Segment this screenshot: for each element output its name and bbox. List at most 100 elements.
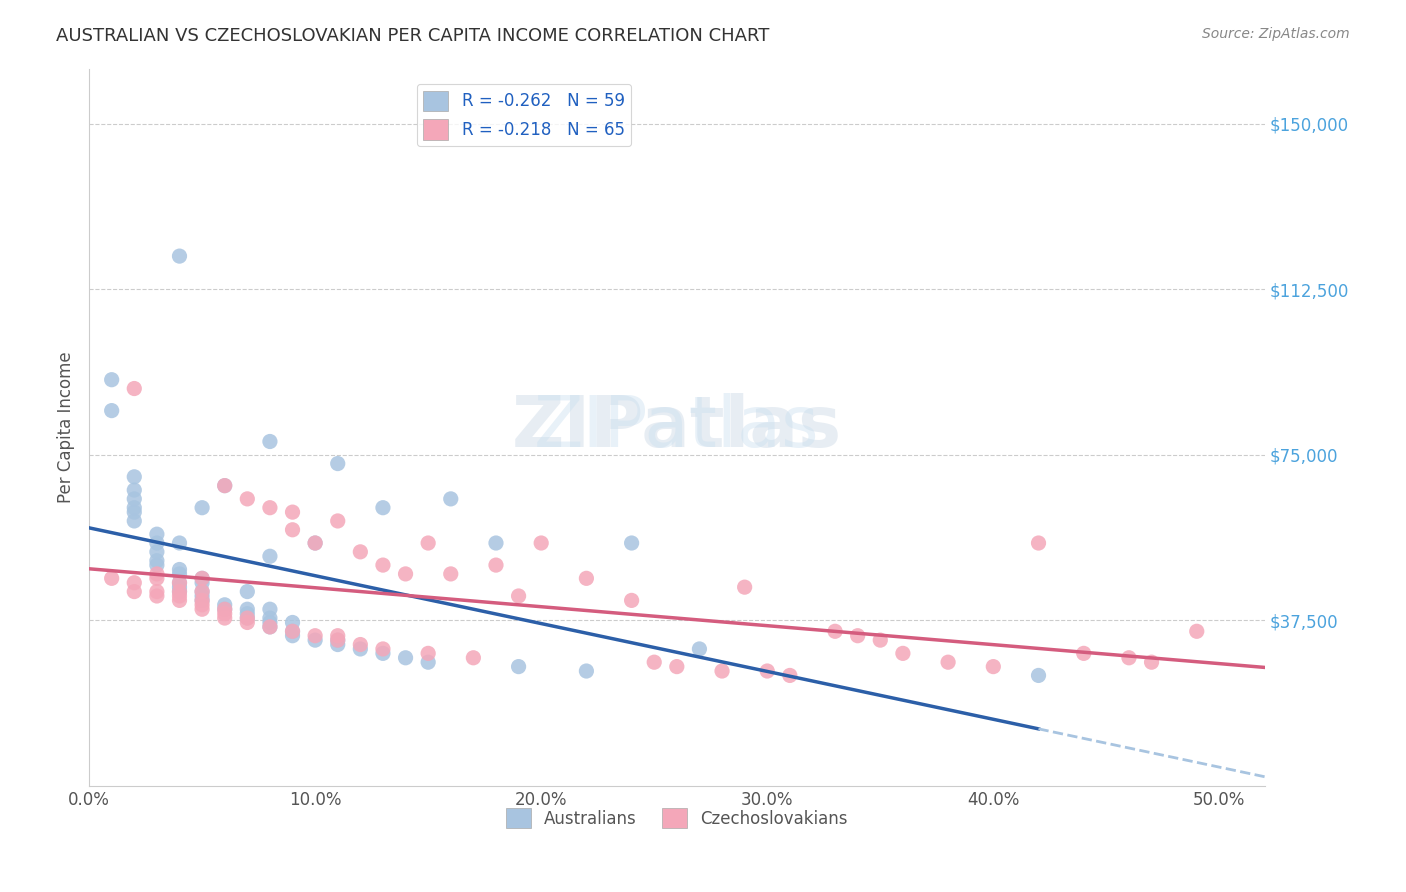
Point bbox=[281, 629, 304, 643]
Point bbox=[463, 650, 485, 665]
Point bbox=[146, 571, 169, 585]
Point bbox=[418, 646, 440, 660]
Point bbox=[214, 607, 236, 621]
Point bbox=[191, 593, 214, 607]
Point bbox=[508, 589, 530, 603]
Point bbox=[259, 602, 281, 616]
Point bbox=[236, 491, 259, 506]
Point bbox=[349, 545, 371, 559]
Point bbox=[281, 615, 304, 630]
Point bbox=[124, 500, 146, 515]
Point bbox=[418, 536, 440, 550]
Point bbox=[124, 470, 146, 484]
Point bbox=[191, 571, 214, 585]
Point bbox=[146, 545, 169, 559]
Point bbox=[146, 558, 169, 573]
Point bbox=[281, 505, 304, 519]
Point bbox=[259, 620, 281, 634]
Point bbox=[326, 633, 349, 648]
Point bbox=[259, 549, 281, 564]
Point bbox=[1028, 668, 1050, 682]
Point bbox=[236, 607, 259, 621]
Point bbox=[1140, 655, 1163, 669]
Point bbox=[440, 491, 463, 506]
Point bbox=[508, 659, 530, 673]
Point bbox=[169, 575, 191, 590]
Point bbox=[259, 611, 281, 625]
Point bbox=[1073, 646, 1095, 660]
Point bbox=[169, 584, 191, 599]
Point bbox=[371, 500, 394, 515]
Y-axis label: Per Capita Income: Per Capita Income bbox=[58, 351, 75, 503]
Point bbox=[394, 650, 416, 665]
Point bbox=[371, 558, 394, 573]
Point bbox=[734, 580, 756, 594]
Point bbox=[711, 664, 734, 678]
Point bbox=[1028, 536, 1050, 550]
Point bbox=[146, 566, 169, 581]
Point bbox=[485, 558, 508, 573]
Point bbox=[236, 611, 259, 625]
Text: ZIPatlas: ZIPatlas bbox=[534, 392, 820, 462]
Point bbox=[326, 633, 349, 648]
Point bbox=[124, 575, 146, 590]
Point bbox=[191, 500, 214, 515]
Point bbox=[146, 584, 169, 599]
Point bbox=[620, 536, 643, 550]
Point bbox=[259, 500, 281, 515]
Point bbox=[304, 629, 326, 643]
Point bbox=[304, 536, 326, 550]
Point bbox=[259, 615, 281, 630]
Point bbox=[214, 602, 236, 616]
Point bbox=[1118, 650, 1140, 665]
Point bbox=[124, 584, 146, 599]
Point bbox=[124, 382, 146, 396]
Point bbox=[418, 655, 440, 669]
Point bbox=[371, 642, 394, 657]
Point bbox=[169, 566, 191, 581]
Point bbox=[236, 611, 259, 625]
Point bbox=[214, 611, 236, 625]
Point bbox=[236, 584, 259, 599]
Point bbox=[394, 566, 416, 581]
Point bbox=[326, 638, 349, 652]
Point bbox=[214, 598, 236, 612]
Point bbox=[169, 584, 191, 599]
Point bbox=[191, 593, 214, 607]
Point bbox=[281, 624, 304, 639]
Point bbox=[169, 575, 191, 590]
Point bbox=[440, 566, 463, 581]
Point bbox=[124, 483, 146, 497]
Text: AUSTRALIAN VS CZECHOSLOVAKIAN PER CAPITA INCOME CORRELATION CHART: AUSTRALIAN VS CZECHOSLOVAKIAN PER CAPITA… bbox=[56, 27, 769, 45]
Point bbox=[530, 536, 553, 550]
Point bbox=[191, 598, 214, 612]
Point bbox=[304, 536, 326, 550]
Point bbox=[191, 602, 214, 616]
Point bbox=[191, 584, 214, 599]
Point bbox=[326, 629, 349, 643]
Point bbox=[259, 434, 281, 449]
Point bbox=[846, 629, 869, 643]
Point bbox=[214, 478, 236, 492]
Point bbox=[169, 562, 191, 576]
Text: ZIPatlas: ZIPatlas bbox=[512, 392, 842, 462]
Point bbox=[349, 642, 371, 657]
Point bbox=[191, 589, 214, 603]
Text: Source: ZipAtlas.com: Source: ZipAtlas.com bbox=[1202, 27, 1350, 41]
Point bbox=[620, 593, 643, 607]
Point bbox=[891, 646, 914, 660]
Point bbox=[169, 593, 191, 607]
Point bbox=[643, 655, 665, 669]
Point bbox=[281, 624, 304, 639]
Point bbox=[169, 580, 191, 594]
Point bbox=[124, 491, 146, 506]
Point bbox=[281, 523, 304, 537]
Point bbox=[214, 478, 236, 492]
Point bbox=[169, 249, 191, 263]
Point bbox=[259, 620, 281, 634]
Point bbox=[824, 624, 846, 639]
Point bbox=[191, 584, 214, 599]
Point bbox=[756, 664, 779, 678]
Point bbox=[146, 527, 169, 541]
Point bbox=[304, 633, 326, 648]
